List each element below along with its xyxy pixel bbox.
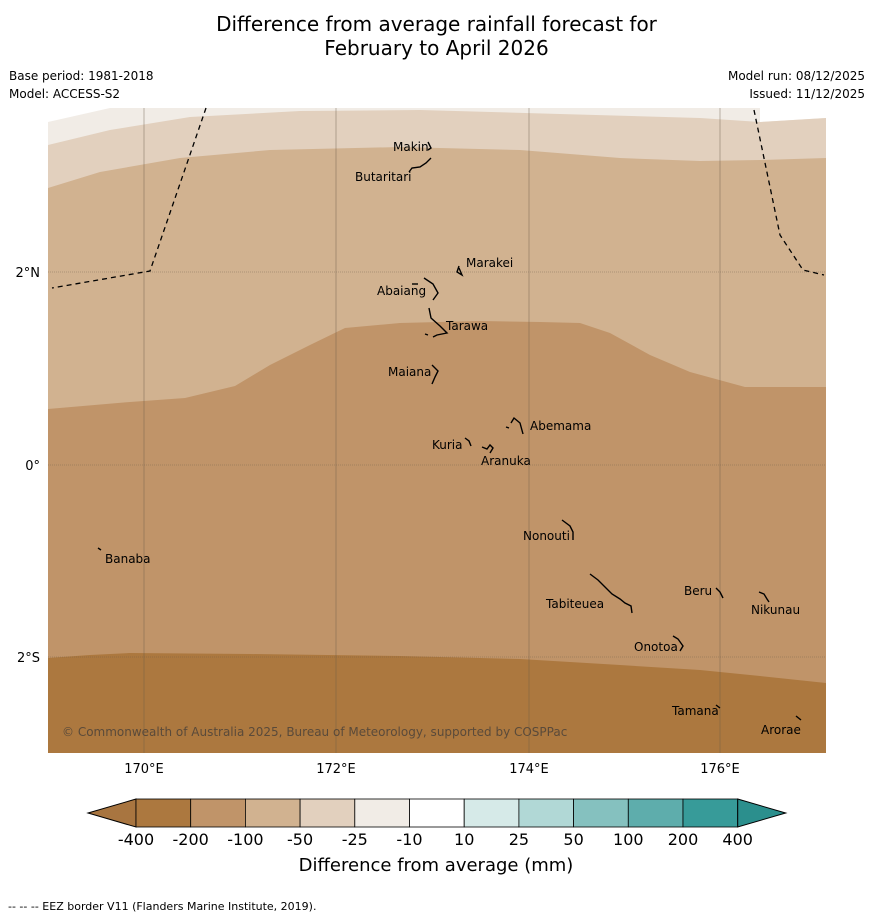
colorbar-segment [354, 798, 410, 828]
colorbar-segment [518, 798, 575, 828]
label-onotoa: Onotoa [634, 640, 678, 654]
colorbar-segment [244, 798, 301, 828]
island-labels: Makin Butaritari Marakei Abaiang Tarawa … [105, 140, 801, 737]
lat-label-0: 0° [25, 459, 40, 474]
colorbar-segment [299, 798, 356, 828]
copyright-notice: © Commonwealth of Australia 2025, Bureau… [62, 725, 567, 739]
colorbar-tick-label: 100 [613, 830, 644, 849]
colorbar-tick-label: -200 [173, 830, 209, 849]
eez-footnote: -- -- -- EEZ border V11 (Flanders Marine… [8, 900, 317, 913]
label-aranuka: Aranuka [481, 454, 531, 468]
colorbar-tick-label: -100 [227, 830, 263, 849]
island-outlines [97, 141, 802, 721]
label-beru: Beru [684, 584, 712, 598]
model-run: Model run: 08/12/2025 [727, 69, 865, 83]
title-line-2: February to April 2026 [324, 36, 549, 60]
eez-borders [51, 107, 825, 289]
colorbar-tick-label: 10 [454, 830, 474, 849]
colorbar-segment [573, 798, 629, 828]
lat-label-2n: 2°N [16, 266, 41, 281]
lat-label-2s: 2°S [17, 651, 40, 666]
gridlines [48, 108, 826, 753]
model-name: Model: ACCESS-S2 [9, 87, 121, 101]
page-title: Difference from average rainfall forecas… [0, 12, 873, 60]
label-abemama: Abemama [530, 419, 591, 433]
latitude-labels: 2°N 0° 2°S [16, 266, 41, 666]
label-abaiang: Abaiang [377, 284, 426, 298]
title-line-1: Difference from average rainfall forecas… [216, 12, 657, 36]
base-period: Base period: 1981-2018 [9, 69, 154, 83]
label-marakei: Marakei [466, 256, 513, 270]
colorbar-tick-label: -400 [118, 830, 154, 849]
colorbar-extend-low [86, 798, 137, 828]
label-tabiteuea: Tabiteuea [545, 597, 604, 611]
colorbar-tick-label: 200 [668, 830, 699, 849]
colorbar-segment [135, 798, 192, 828]
label-makin: Makin [393, 140, 429, 154]
colorbar-tick-label: 50 [563, 830, 583, 849]
colorbar-segment [463, 798, 520, 828]
colorbar-tick-label: 400 [722, 830, 753, 849]
rainfall-bands [48, 108, 826, 753]
colorbar-tick-label: -50 [287, 830, 313, 849]
label-nonouti: Nonouti [523, 529, 570, 543]
colorbar-extend-high [737, 798, 788, 828]
colorbar-tick-label: -10 [396, 830, 422, 849]
meta-right: Model run: 08/12/2025 Issued: 11/12/2025 [728, 68, 865, 104]
colorbar-tick-label: -25 [342, 830, 368, 849]
colorbar-segment [682, 798, 739, 828]
colorbar-segment [409, 798, 465, 828]
lon-label-176e: 176°E [700, 762, 740, 777]
colorbar-title: Difference from average (mm) [299, 855, 574, 876]
makin-outline [427, 141, 432, 151]
label-butaritari: Butaritari [355, 170, 412, 184]
colorbar-segment [190, 798, 246, 828]
lon-label-172e: 172°E [316, 762, 356, 777]
label-nikunau: Nikunau [751, 603, 800, 617]
colorbar: -400 -200 -100 -50 -25 -10 10 25 50 100 200 400 [86, 798, 788, 849]
colorbar-tick-label: 25 [509, 830, 529, 849]
lon-label-174e: 174°E [509, 762, 549, 777]
band-minus100 [48, 321, 826, 753]
colorbar-segment [627, 798, 684, 828]
label-tarawa: Tarawa [445, 319, 488, 333]
lon-label-170e: 170°E [124, 762, 164, 777]
label-kuria: Kuria [432, 438, 463, 452]
issued-date: Issued: 11/12/2025 [749, 87, 865, 101]
band-minus200 [48, 653, 826, 753]
label-arorae: Arorae [761, 723, 801, 737]
label-maiana: Maiana [388, 365, 431, 379]
label-banaba: Banaba [105, 552, 151, 566]
label-tamana: Tamana [671, 704, 719, 718]
meta-left: Base period: 1981-2018 Model: ACCESS-S2 [9, 68, 154, 104]
longitude-labels: 170°E 172°E 174°E 176°E [124, 762, 740, 777]
